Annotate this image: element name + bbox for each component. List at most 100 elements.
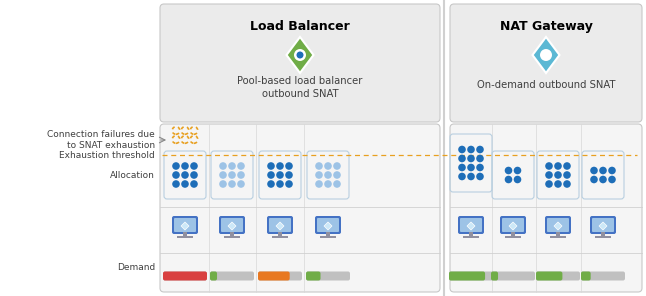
Bar: [511, 232, 515, 236]
FancyBboxPatch shape: [460, 218, 482, 232]
Circle shape: [476, 164, 484, 171]
FancyBboxPatch shape: [160, 124, 440, 292]
FancyBboxPatch shape: [221, 218, 243, 232]
Circle shape: [545, 171, 553, 179]
Bar: [556, 232, 560, 236]
FancyBboxPatch shape: [491, 271, 535, 281]
Text: Pool-based load balancer
outbound SNAT: Pool-based load balancer outbound SNAT: [237, 76, 362, 99]
Circle shape: [172, 180, 180, 188]
Circle shape: [608, 176, 616, 183]
Circle shape: [315, 162, 323, 170]
Text: Allocation: Allocation: [110, 170, 155, 179]
Bar: [177, 236, 193, 238]
FancyBboxPatch shape: [502, 218, 524, 232]
Circle shape: [476, 173, 484, 180]
Circle shape: [467, 173, 475, 180]
Circle shape: [228, 162, 236, 170]
FancyBboxPatch shape: [500, 216, 526, 234]
Text: Exhaustion threshold: Exhaustion threshold: [59, 150, 155, 160]
Circle shape: [190, 162, 198, 170]
FancyBboxPatch shape: [210, 271, 254, 281]
Polygon shape: [554, 222, 562, 230]
Circle shape: [505, 176, 512, 183]
Circle shape: [590, 167, 598, 174]
FancyBboxPatch shape: [172, 216, 198, 234]
FancyBboxPatch shape: [269, 218, 291, 232]
Circle shape: [476, 155, 484, 162]
Bar: [183, 232, 187, 236]
Circle shape: [599, 176, 607, 183]
Circle shape: [237, 171, 245, 179]
FancyBboxPatch shape: [163, 271, 207, 281]
Circle shape: [563, 171, 571, 179]
Bar: [326, 232, 330, 236]
Circle shape: [333, 162, 341, 170]
FancyBboxPatch shape: [592, 218, 614, 232]
Text: Load Balancer: Load Balancer: [250, 20, 350, 33]
Circle shape: [324, 171, 332, 179]
FancyBboxPatch shape: [545, 216, 571, 234]
FancyBboxPatch shape: [581, 271, 625, 281]
Circle shape: [514, 176, 521, 183]
Circle shape: [285, 171, 293, 179]
Circle shape: [554, 171, 562, 179]
FancyBboxPatch shape: [163, 271, 207, 281]
Text: NAT Gateway: NAT Gateway: [499, 20, 592, 33]
Circle shape: [476, 146, 484, 153]
FancyBboxPatch shape: [317, 218, 339, 232]
Circle shape: [545, 162, 553, 170]
FancyBboxPatch shape: [449, 271, 485, 281]
FancyBboxPatch shape: [174, 218, 196, 232]
Circle shape: [554, 162, 562, 170]
FancyBboxPatch shape: [210, 271, 217, 281]
Circle shape: [545, 180, 553, 188]
Bar: [505, 236, 521, 238]
Circle shape: [237, 162, 245, 170]
Bar: [469, 232, 473, 236]
FancyBboxPatch shape: [306, 271, 320, 281]
Bar: [601, 232, 605, 236]
Polygon shape: [599, 222, 607, 230]
FancyBboxPatch shape: [306, 271, 350, 281]
Circle shape: [276, 162, 284, 170]
Bar: [272, 236, 288, 238]
Circle shape: [294, 49, 306, 61]
Circle shape: [608, 167, 616, 174]
Circle shape: [333, 180, 341, 188]
Polygon shape: [467, 222, 475, 230]
FancyBboxPatch shape: [258, 271, 302, 281]
Text: On-demand outbound SNAT: On-demand outbound SNAT: [477, 80, 615, 90]
Circle shape: [599, 167, 607, 174]
Circle shape: [505, 167, 512, 174]
Text: Connection failures due
to SNAT exhaustion: Connection failures due to SNAT exhausti…: [47, 130, 155, 150]
Circle shape: [590, 176, 598, 183]
Circle shape: [219, 162, 227, 170]
Circle shape: [324, 180, 332, 188]
Circle shape: [467, 164, 475, 171]
Circle shape: [267, 180, 275, 188]
FancyBboxPatch shape: [581, 271, 590, 281]
FancyBboxPatch shape: [160, 4, 440, 122]
Bar: [550, 236, 566, 238]
Bar: [230, 232, 234, 236]
Polygon shape: [286, 37, 313, 73]
Circle shape: [297, 52, 304, 59]
Circle shape: [181, 171, 189, 179]
Circle shape: [190, 180, 198, 188]
Circle shape: [181, 162, 189, 170]
Circle shape: [324, 162, 332, 170]
FancyBboxPatch shape: [547, 218, 569, 232]
FancyBboxPatch shape: [267, 216, 293, 234]
FancyBboxPatch shape: [315, 216, 341, 234]
Bar: [224, 236, 240, 238]
Circle shape: [514, 167, 521, 174]
Circle shape: [228, 180, 236, 188]
FancyBboxPatch shape: [491, 271, 498, 281]
FancyBboxPatch shape: [590, 216, 616, 234]
Circle shape: [333, 171, 341, 179]
Text: Demand: Demand: [117, 263, 155, 273]
Polygon shape: [181, 222, 189, 230]
FancyBboxPatch shape: [450, 4, 642, 122]
Circle shape: [285, 162, 293, 170]
Circle shape: [458, 164, 466, 171]
